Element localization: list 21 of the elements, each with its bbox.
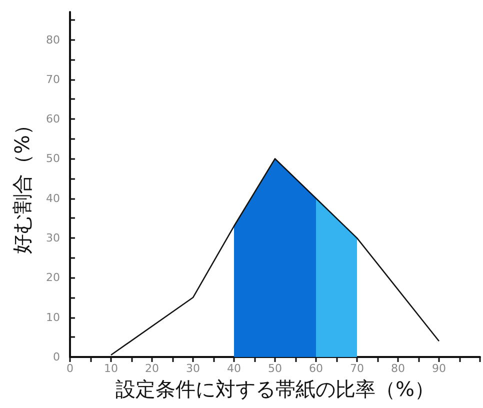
x-tick-label: 0: [66, 362, 74, 375]
y-tick-label: 70: [46, 72, 60, 86]
x-tick-label: 50: [268, 362, 282, 375]
y-tick-label: 30: [46, 232, 60, 245]
y-tick-label: 60: [46, 112, 60, 126]
x-axis-title: 設定条件に対する帯紙の比率（%）: [115, 377, 435, 401]
y-tick-label: 20: [46, 271, 60, 284]
y-tick-label: 40: [46, 192, 60, 205]
y-axis-title: 好む割合（%）: [10, 114, 34, 254]
x-tick-label: 70: [350, 362, 364, 375]
x-tick-label: 20: [145, 362, 159, 375]
x-tick-label: 10: [104, 362, 118, 375]
x-tick-label: 30: [186, 362, 200, 375]
x-tick-label: 90: [432, 362, 446, 375]
x-tick-label: 80: [391, 362, 405, 375]
x-tick-label: 40: [227, 362, 241, 375]
x-tick-label: 60: [309, 362, 323, 375]
y-tick-label: 0: [53, 350, 60, 364]
y-tick-label: 10: [46, 310, 60, 324]
y-tick-label: 80: [46, 33, 60, 46]
y-tick-label: 50: [46, 152, 60, 166]
